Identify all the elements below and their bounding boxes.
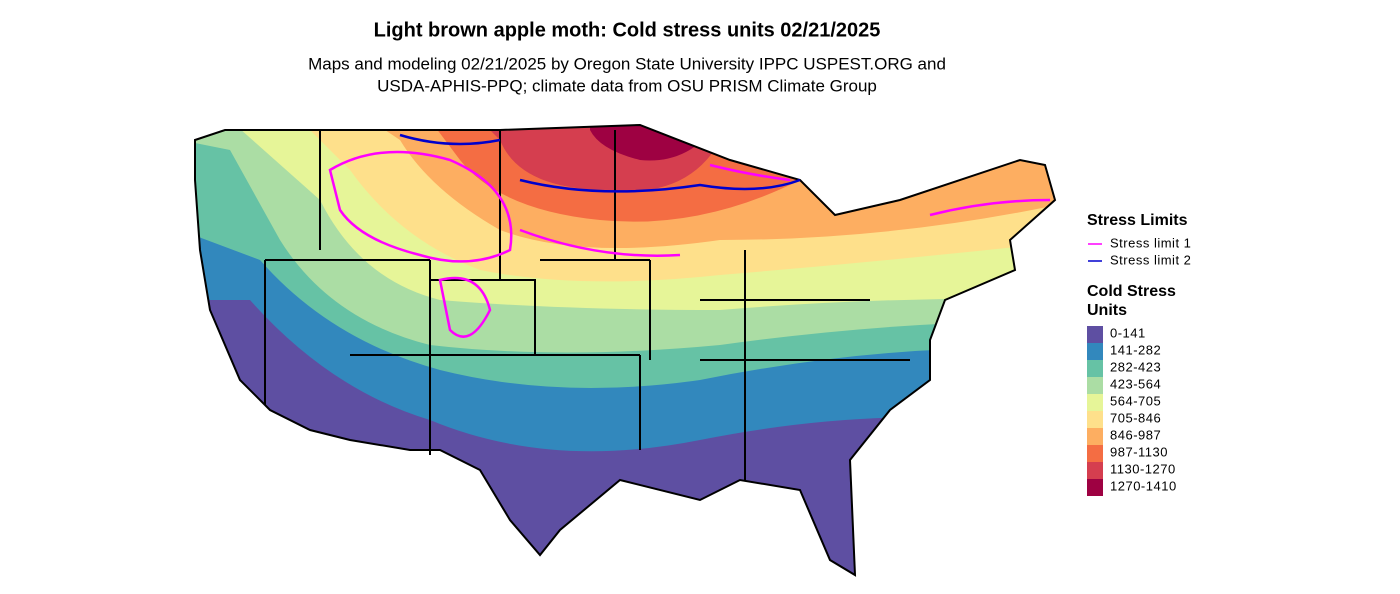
legend-label: 141-282 [1110, 342, 1161, 357]
legend-swatch [1087, 360, 1103, 377]
legend-label: Stress limit 1 [1110, 235, 1191, 250]
legend-label: 564-705 [1110, 393, 1161, 408]
legend-label: 1130-1270 [1110, 461, 1176, 476]
legend-label: Stress limit 2 [1110, 252, 1191, 267]
map-subtitle: Maps and modeling 02/21/2025 by Oregon S… [308, 54, 946, 73]
legend-label: 0-141 [1110, 325, 1146, 340]
legend-label: 705-846 [1110, 410, 1161, 425]
legend-title: Units [1087, 302, 1127, 319]
legend-label: 1270-1410 [1110, 478, 1177, 493]
map-subtitle: USDA-APHIS-PPQ; climate data from OSU PR… [377, 76, 877, 95]
legend-label: 423-564 [1110, 376, 1161, 391]
legend-swatch [1087, 445, 1103, 462]
legend-swatch [1087, 411, 1103, 428]
legend-swatch [1087, 394, 1103, 411]
legend-label: 987-1130 [1110, 444, 1168, 459]
state-borders [194, 124, 1056, 576]
legend-title: Cold Stress [1087, 283, 1176, 300]
stress-contours [328, 133, 1051, 338]
legend-swatch [1087, 343, 1103, 360]
legend-swatch [1087, 462, 1103, 479]
legend-swatch [1087, 428, 1103, 445]
legend-label: 846-987 [1110, 427, 1161, 442]
legend-title: Stress Limits [1087, 212, 1188, 229]
legend-label: 282-423 [1110, 359, 1161, 374]
legend-swatch [1087, 377, 1103, 394]
legend-swatch [1087, 326, 1103, 343]
legend-swatch [1087, 479, 1103, 496]
map-title: Light brown apple moth: Cold stress unit… [374, 19, 881, 41]
